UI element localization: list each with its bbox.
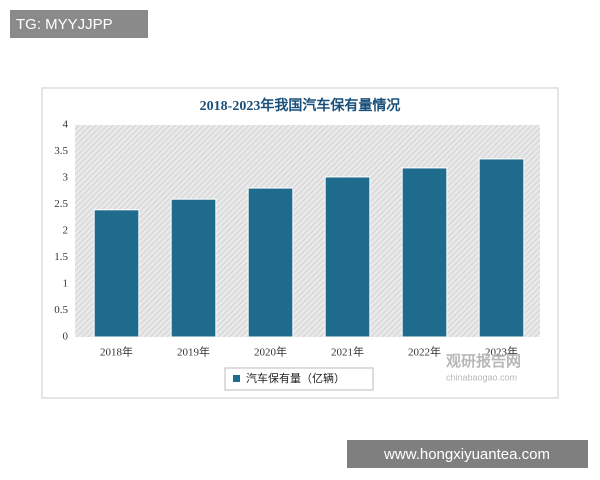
- y-tick-label: 2: [63, 225, 69, 237]
- bar: [478, 158, 525, 338]
- logo-url: chinabaogao.com: [446, 372, 517, 382]
- watermark: www.hongxiyuantea.com: [383, 446, 550, 463]
- x-tick-label: 2022年: [408, 345, 441, 359]
- legend: [224, 367, 374, 391]
- x-tick-label: 2019年: [177, 345, 210, 359]
- x-tick-label: 2020年: [254, 345, 287, 359]
- logo-text: 观研报告网: [446, 352, 521, 370]
- y-tick-label: 3.5: [54, 145, 68, 157]
- y-tick-label: 0: [63, 331, 69, 343]
- bar: [170, 198, 217, 338]
- y-tick-label: 3: [63, 172, 69, 184]
- x-tick-label: 2021年: [331, 345, 364, 359]
- y-tick-label: 0.5: [54, 304, 68, 316]
- watermark-box: [347, 440, 588, 468]
- legend-label: 汽车保有量（亿辆）: [246, 371, 345, 385]
- x-tick-label: 2018年: [100, 345, 133, 359]
- watermark: TG: MYYJJPP: [16, 16, 113, 33]
- watermark-box: [10, 10, 148, 38]
- chart-title: 2018-2023年我国汽车保有量情况: [200, 97, 401, 114]
- y-tick-label: 1.5: [54, 251, 68, 263]
- bar: [324, 176, 371, 338]
- plot-area: [75, 125, 540, 337]
- bar: [93, 209, 140, 338]
- x-tick-label: 2023年: [485, 345, 518, 359]
- bar: [247, 187, 294, 338]
- y-tick-label: 2.5: [54, 198, 68, 210]
- bar: [401, 167, 448, 338]
- y-tick-label: 4: [63, 119, 69, 131]
- y-tick-label: 1: [63, 278, 69, 290]
- legend-swatch: [233, 375, 240, 382]
